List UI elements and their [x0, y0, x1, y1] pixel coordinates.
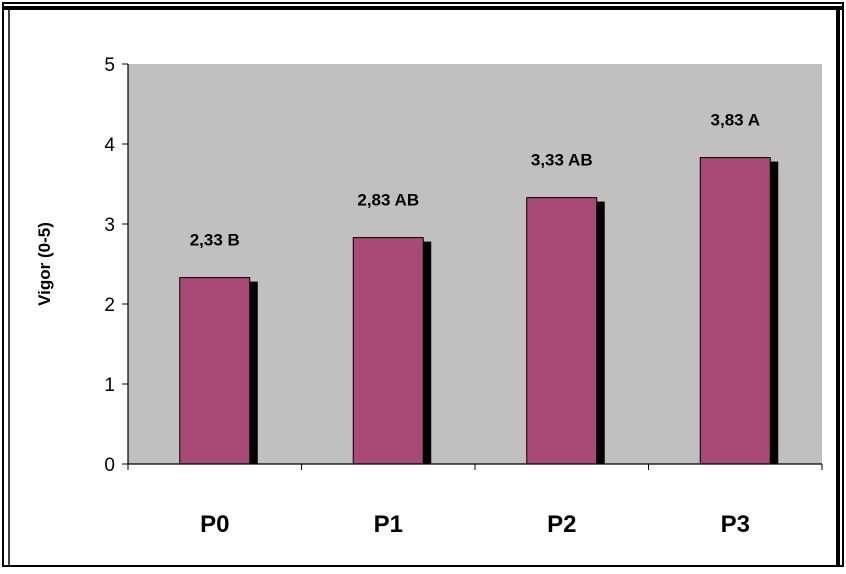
y-tick-label-4: 4: [104, 135, 115, 156]
outer-border: [2, 2, 844, 567]
bar-p3: [699, 157, 771, 465]
data-label-p3: 3,83 A: [711, 111, 760, 130]
y-axis-label: Vigor (0-5): [35, 222, 54, 306]
y-tick-label-2: 2: [104, 295, 115, 316]
y-tick-label-5: 5: [104, 55, 115, 76]
x-tick-label-p0: P0: [200, 511, 229, 538]
bars-group: [179, 157, 779, 465]
data-label-p0: 2,33 B: [190, 231, 240, 250]
data-label-p2: 3,33 AB: [531, 151, 593, 170]
bar-p1: [352, 237, 424, 465]
bar-p2: [526, 197, 598, 465]
y-tick-label-3: 3: [104, 215, 115, 236]
x-tick-label-p1: P1: [374, 511, 403, 538]
x-ticks-group: P0 P1 P2 P3: [127, 464, 823, 538]
bar-p0: [179, 277, 251, 465]
data-label-p1: 2,83 AB: [357, 191, 419, 210]
x-tick-label-p3: P3: [721, 511, 750, 538]
y-tick-label-1: 1: [104, 375, 115, 396]
data-labels-group: 2,33 B 2,83 AB 3,33 AB 3,83 A: [190, 111, 760, 250]
y-tick-label-0: 0: [104, 455, 115, 476]
x-tick-label-p2: P2: [547, 511, 576, 538]
y-ticks-group: 0 1 2 3 4 5: [104, 55, 128, 476]
